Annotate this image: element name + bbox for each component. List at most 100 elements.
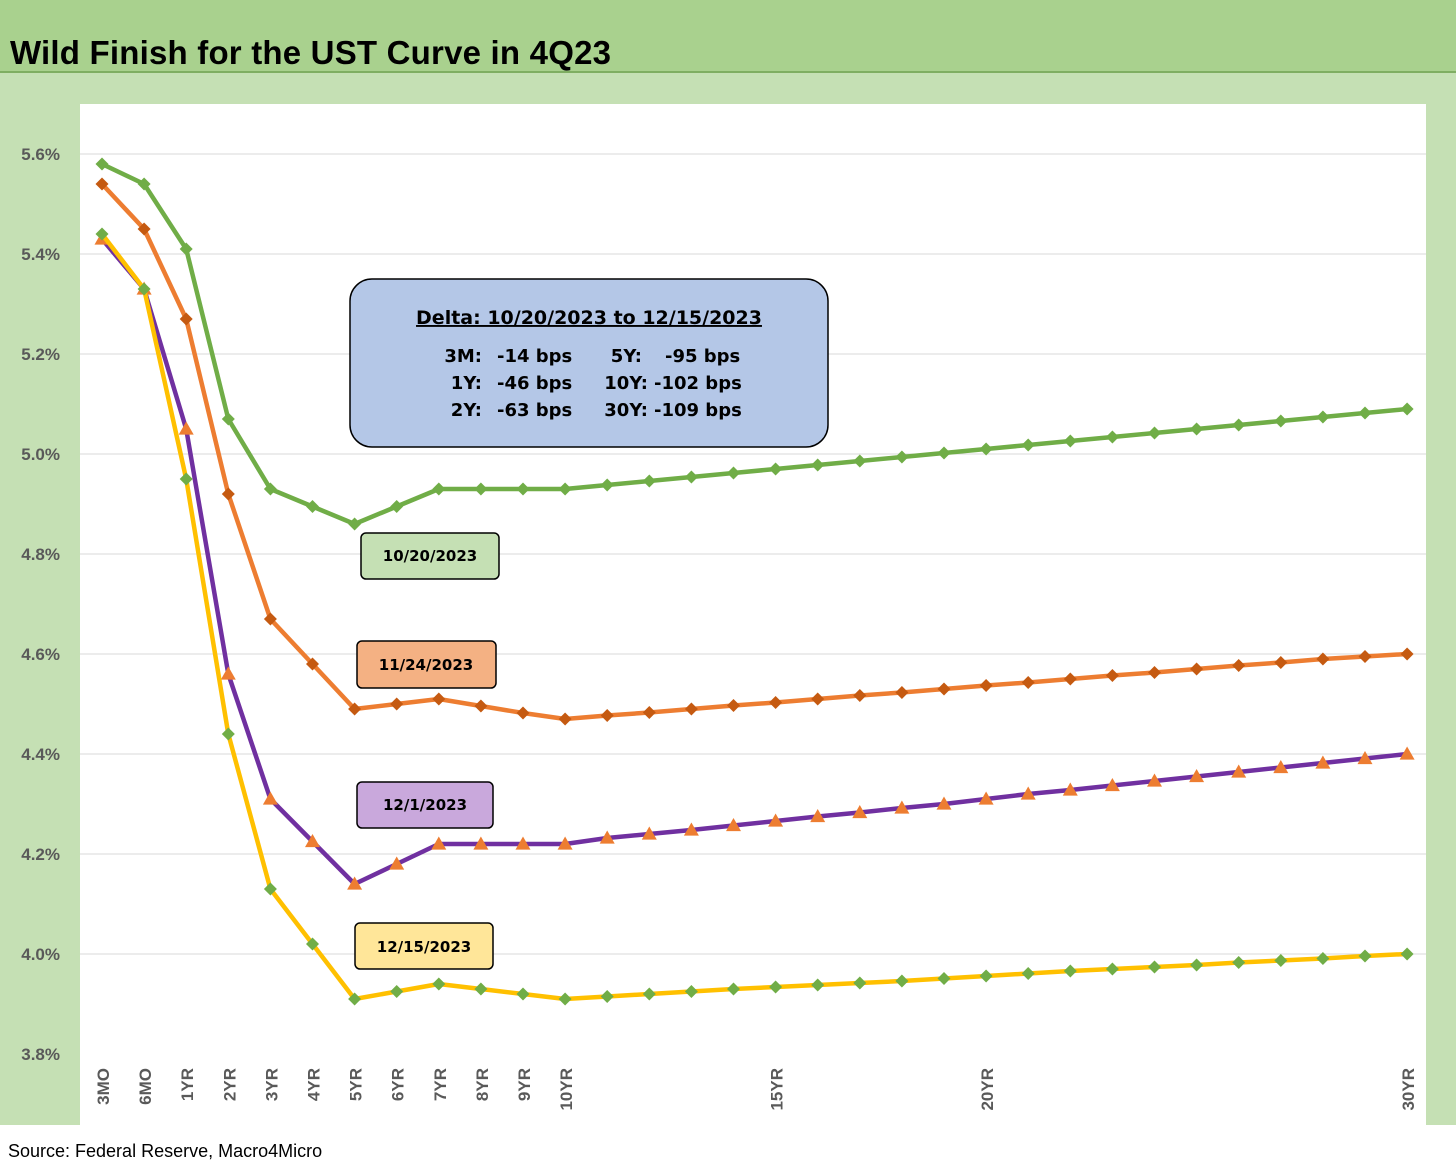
data-point [979, 679, 993, 692]
data-point [179, 242, 193, 256]
data-point [178, 421, 194, 435]
data-point [600, 990, 614, 1003]
data-point [1232, 659, 1246, 672]
data-point [1400, 402, 1414, 416]
delta-box-background [349, 278, 829, 448]
series-3 [95, 227, 1414, 1006]
y-tick-label: 3.8% [21, 1045, 60, 1064]
label-10-20-2023-text: 10/20/2023 [383, 547, 477, 565]
data-point [432, 482, 446, 496]
label-12-1-2023-text: 12/1/2023 [383, 796, 467, 814]
data-point [179, 312, 193, 326]
data-point [1062, 782, 1078, 796]
data-point [1358, 406, 1372, 420]
data-point [516, 706, 530, 720]
data-point [1316, 952, 1330, 965]
series-group [94, 157, 1415, 1006]
data-point [1021, 967, 1035, 980]
data-point [768, 813, 784, 827]
data-point [811, 978, 825, 992]
label-12-15-2023-text: 12/15/2023 [377, 938, 471, 956]
data-point [306, 937, 319, 951]
data-point [305, 834, 320, 848]
data-point [1232, 956, 1246, 969]
data-point [557, 836, 573, 850]
data-point [853, 454, 867, 468]
x-tick-label: 4YR [305, 1068, 324, 1101]
y-tick-label: 5.4% [21, 245, 60, 264]
data-point [263, 482, 277, 496]
data-point [684, 702, 698, 716]
data-point [306, 500, 319, 513]
chart-title: Wild Finish for the UST Curve in 4Q23 [10, 34, 612, 71]
data-point [516, 482, 530, 496]
data-point [137, 222, 151, 236]
data-point [473, 836, 489, 850]
data-point [1021, 438, 1035, 452]
data-point [389, 856, 405, 870]
source-note: Source: Federal Reserve, Macro4Micro [8, 1141, 323, 1161]
series-line [99, 236, 1410, 887]
delta-row-2-left-value: -46 bps [497, 373, 572, 394]
x-tick-label: 20YR [978, 1068, 997, 1111]
data-point [769, 980, 783, 994]
label-11-24-2023-box [356, 640, 497, 689]
data-point [727, 982, 740, 996]
y-tick-label: 4.2% [21, 845, 60, 864]
x-tick-label: 6MO [136, 1068, 155, 1105]
data-point [642, 706, 656, 719]
delta-row-3-left-value: -63 bps [497, 400, 572, 421]
delta-row-3-right-label: 30Y: [604, 400, 648, 421]
y-tick-label: 5.2% [21, 345, 60, 364]
x-tick-label: 9YR [515, 1068, 534, 1101]
data-point [1273, 760, 1289, 774]
x-tick-label: 30YR [1399, 1068, 1418, 1111]
data-point [1399, 746, 1415, 760]
data-point [1063, 964, 1077, 978]
data-point [1190, 422, 1204, 436]
data-point [727, 466, 740, 480]
label-11-24-2023: 11/24/2023 [356, 640, 497, 689]
data-point [1063, 672, 1077, 686]
data-point [1148, 426, 1161, 440]
data-point [390, 985, 404, 998]
y-tick-label: 4.6% [21, 645, 60, 664]
delta-row-3-right-value: -109 bps [654, 400, 742, 421]
y-axis-ticks: 3.8% 4.0% 4.2% 4.4% 4.6% 4.8% 5.0% 5.2% 5.4% 5.6% [21, 145, 60, 1064]
x-tick-label: 10YR [557, 1068, 576, 1111]
delta-row-1-right-label: 5Y: [611, 346, 642, 367]
data-point [347, 876, 363, 890]
data-point [727, 699, 740, 712]
data-point [390, 500, 404, 513]
data-point [1189, 769, 1205, 783]
data-point [1021, 676, 1035, 689]
data-point [431, 836, 447, 850]
data-point [348, 517, 362, 531]
data-point [1400, 647, 1414, 661]
data-point [558, 712, 572, 726]
data-point [979, 969, 993, 983]
delta-box: Delta: 10/20/2023 to 12/15/2023 3M: -14 … [349, 278, 829, 448]
data-point [600, 478, 614, 492]
data-point [263, 612, 277, 626]
data-point [1148, 960, 1161, 974]
data-point [895, 686, 909, 699]
x-tick-label: 7YR [431, 1068, 450, 1101]
series-2 [94, 231, 1415, 890]
data-point [937, 682, 951, 696]
x-tick-label: 3YR [262, 1068, 281, 1101]
label-12-15-2023-box [354, 922, 494, 970]
data-point [348, 992, 362, 1006]
data-point [390, 697, 404, 711]
data-point [810, 809, 826, 823]
delta-box-title: Delta: 10/20/2023 to 12/15/2023 [416, 307, 762, 329]
series-line [99, 161, 1410, 527]
data-point [221, 412, 235, 426]
data-point [1063, 434, 1077, 448]
data-point [1358, 949, 1372, 963]
data-point [1358, 650, 1372, 663]
data-point [726, 818, 741, 832]
data-point [894, 800, 910, 814]
data-point [95, 177, 109, 191]
data-point [348, 702, 362, 716]
